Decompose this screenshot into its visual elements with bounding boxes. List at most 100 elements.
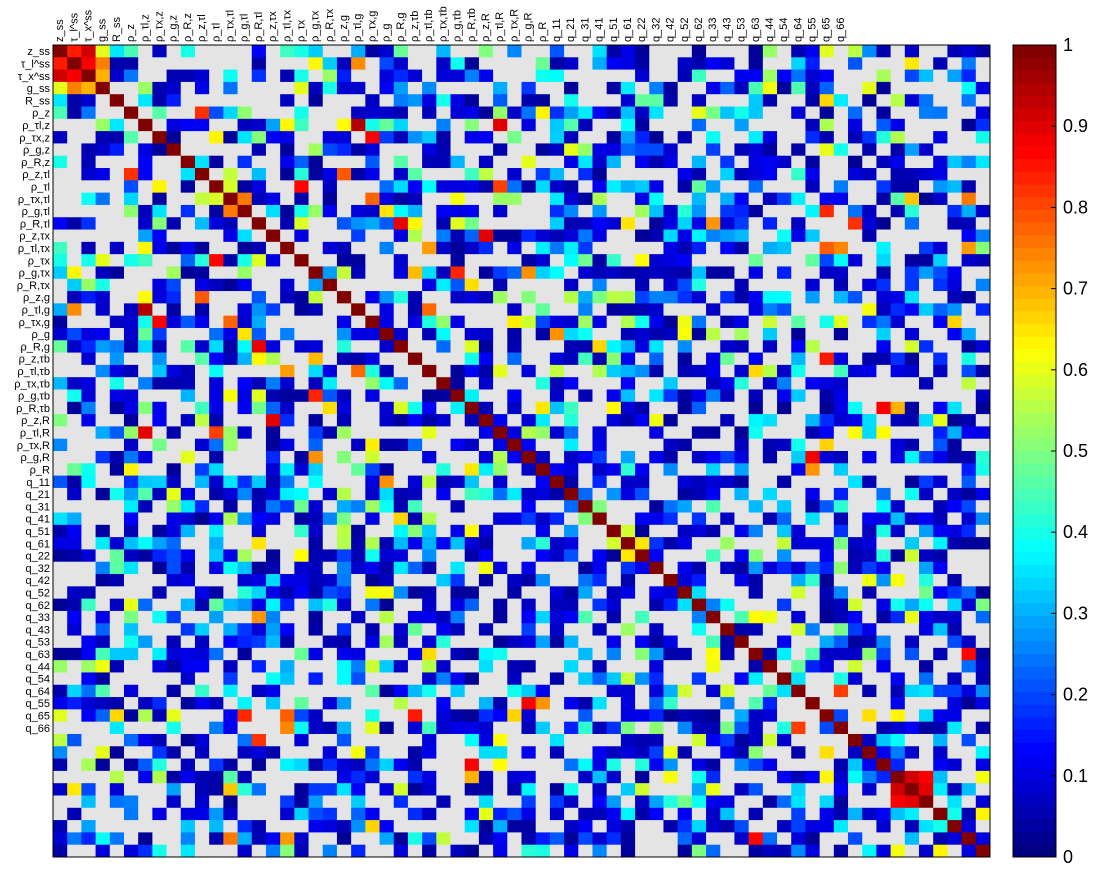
heatmap-cell [379, 69, 395, 83]
heatmap-cell [677, 820, 693, 833]
column-label: q_44 [764, 18, 776, 42]
heatmap-cell [663, 832, 679, 846]
heatmap-cell [436, 143, 451, 157]
heatmap-cell [493, 94, 508, 107]
heatmap-cell [933, 635, 948, 649]
heatmap-cell [606, 131, 622, 144]
heatmap-cell [720, 709, 735, 723]
heatmap-cell [450, 426, 466, 440]
heatmap-cell [635, 426, 650, 440]
heatmap-cell [564, 820, 579, 833]
heatmap-cell [53, 192, 68, 206]
heatmap-cell [53, 45, 68, 58]
heatmap-cell [507, 697, 522, 710]
heatmap-cell [265, 844, 281, 858]
heatmap-cell [904, 537, 920, 550]
heatmap-cell [635, 254, 650, 267]
heatmap-cell [862, 635, 877, 649]
heatmap-cell [351, 106, 366, 120]
heatmap-cell [464, 278, 480, 292]
heatmap-cell [890, 820, 906, 833]
heatmap-cell [138, 610, 153, 624]
heatmap-cell [876, 820, 892, 833]
heatmap-cell [549, 155, 565, 169]
heatmap-cell [280, 697, 295, 710]
heatmap-cell [237, 537, 253, 550]
heatmap-cell [95, 364, 111, 378]
heatmap-cell [450, 364, 466, 378]
heatmap-cell [95, 438, 111, 452]
heatmap-cell [620, 820, 636, 833]
heatmap-cell [81, 463, 96, 476]
heatmap-cell [578, 635, 593, 649]
heatmap-cell [848, 438, 863, 452]
heatmap-cell [407, 229, 423, 243]
heatmap-cell [493, 758, 508, 772]
heatmap-cell [152, 340, 167, 353]
heatmap-cell [777, 315, 792, 329]
heatmap-cell [194, 131, 210, 144]
column-label: q_33 [707, 18, 719, 42]
heatmap-cell [209, 131, 224, 144]
heatmap-cell [67, 820, 82, 833]
heatmap-cell [677, 168, 693, 181]
heatmap-cell [947, 291, 963, 304]
heatmap-cell [649, 168, 664, 181]
heatmap-cell [819, 340, 835, 353]
heatmap-cell [706, 131, 721, 144]
heatmap-cell [521, 401, 537, 415]
heatmap-cell [578, 807, 593, 821]
heatmap-cell [336, 438, 352, 452]
heatmap-cell [748, 414, 764, 427]
heatmap-cell [379, 832, 395, 846]
heatmap-cell [407, 832, 423, 846]
heatmap-cell [890, 241, 906, 255]
heatmap-cell [67, 598, 82, 612]
heatmap-cell [507, 438, 522, 452]
heatmap-cell [478, 315, 494, 329]
heatmap-cell [833, 401, 849, 415]
heatmap-cell [805, 438, 821, 452]
heatmap-cell [876, 549, 892, 563]
heatmap-cell [450, 807, 466, 821]
heatmap-cell [819, 266, 835, 280]
row-label: ρ_g,τx [19, 268, 51, 280]
heatmap-cell [919, 709, 934, 723]
heatmap-cell [720, 438, 735, 452]
heatmap-cell [890, 684, 906, 698]
heatmap-cell [436, 721, 451, 735]
heatmap-cell [422, 438, 437, 452]
heatmap-cell [975, 512, 991, 526]
heatmap-cell [904, 672, 920, 686]
heatmap-cell [166, 352, 182, 366]
heatmap-cell [791, 586, 806, 600]
heatmap-cell [535, 45, 551, 58]
heatmap-cell [53, 500, 68, 513]
heatmap-cell [947, 475, 963, 489]
heatmap-cell [152, 414, 167, 427]
heatmap-cell [819, 451, 835, 464]
heatmap-cell [549, 721, 565, 735]
heatmap-cell [194, 229, 210, 243]
heatmap-cell [251, 561, 267, 575]
heatmap-cell [251, 660, 267, 673]
heatmap-cell [265, 598, 281, 612]
heatmap-cell [152, 303, 167, 317]
heatmap-cell [933, 598, 948, 612]
heatmap-cell [180, 340, 196, 353]
heatmap-cell [436, 733, 451, 747]
heatmap-cell [180, 598, 196, 612]
heatmap-cell [223, 168, 238, 181]
heatmap-cell [620, 69, 636, 83]
heatmap-cell [649, 426, 664, 440]
heatmap-cell [564, 254, 579, 267]
heatmap-cell [180, 180, 196, 194]
heatmap-cell [933, 844, 948, 858]
row-label: q_53 [26, 637, 50, 649]
heatmap-cell [620, 684, 636, 698]
heatmap-cell [848, 746, 863, 759]
heatmap-cell [592, 81, 608, 95]
heatmap-cell [720, 94, 735, 107]
heatmap-cell [436, 500, 451, 513]
heatmap-cell [677, 795, 693, 809]
